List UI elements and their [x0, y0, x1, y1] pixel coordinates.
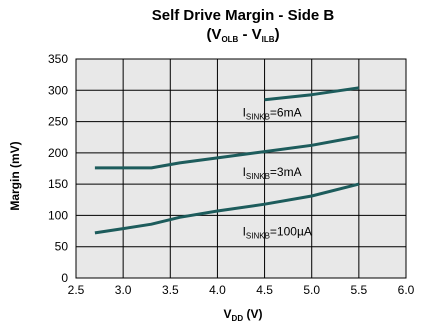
chart-title-line1: Self Drive Margin - Side B — [152, 7, 335, 24]
x-tick-label: 4.5 — [256, 283, 273, 297]
series-line-1 — [94, 135, 360, 170]
series-label-0: ISINKB=6mA — [243, 106, 302, 122]
series-line-0 — [264, 86, 360, 102]
chart-title-line2: (VOLB - VILB) — [206, 26, 279, 44]
y-axis-label: Margin (mV) — [8, 141, 22, 210]
series-label-2: ISINKB=100µA — [243, 224, 312, 240]
series-label-1: ISINKB=3mA — [243, 165, 302, 181]
y-tick-label: 350 — [48, 52, 68, 66]
y-tick-label: 300 — [48, 83, 68, 97]
y-tick-label: 50 — [55, 240, 69, 254]
x-tick-label: 5.5 — [351, 283, 368, 297]
x-tick-label: 3.0 — [115, 283, 132, 297]
series-layer — [94, 86, 360, 235]
x-tick-label: 3.5 — [162, 283, 179, 297]
x-tick-label: 5.0 — [303, 283, 320, 297]
y-tick-label: 0 — [61, 271, 68, 285]
x-tick-label: 2.5 — [68, 283, 85, 297]
x-tick-label: 6.0 — [398, 283, 415, 297]
y-tick-label: 150 — [48, 177, 68, 191]
x-tick-label: 4.0 — [209, 283, 226, 297]
tick-labels: 2.5 3.0 3.5 4.0 4.5 5.0 5.5 6.0 0 50 100 150 200 250 3… — [48, 52, 415, 297]
grid-lines — [75, 58, 407, 279]
y-tick-label: 250 — [48, 115, 68, 129]
y-tick-label: 100 — [48, 208, 68, 222]
x-axis-label: VDD (V) — [224, 307, 263, 323]
y-tick-label: 200 — [48, 146, 68, 160]
series-line-2 — [94, 182, 360, 235]
series-labels: ISINKB=6mA ISINKB=3mA ISINKB=100µA — [243, 106, 312, 241]
